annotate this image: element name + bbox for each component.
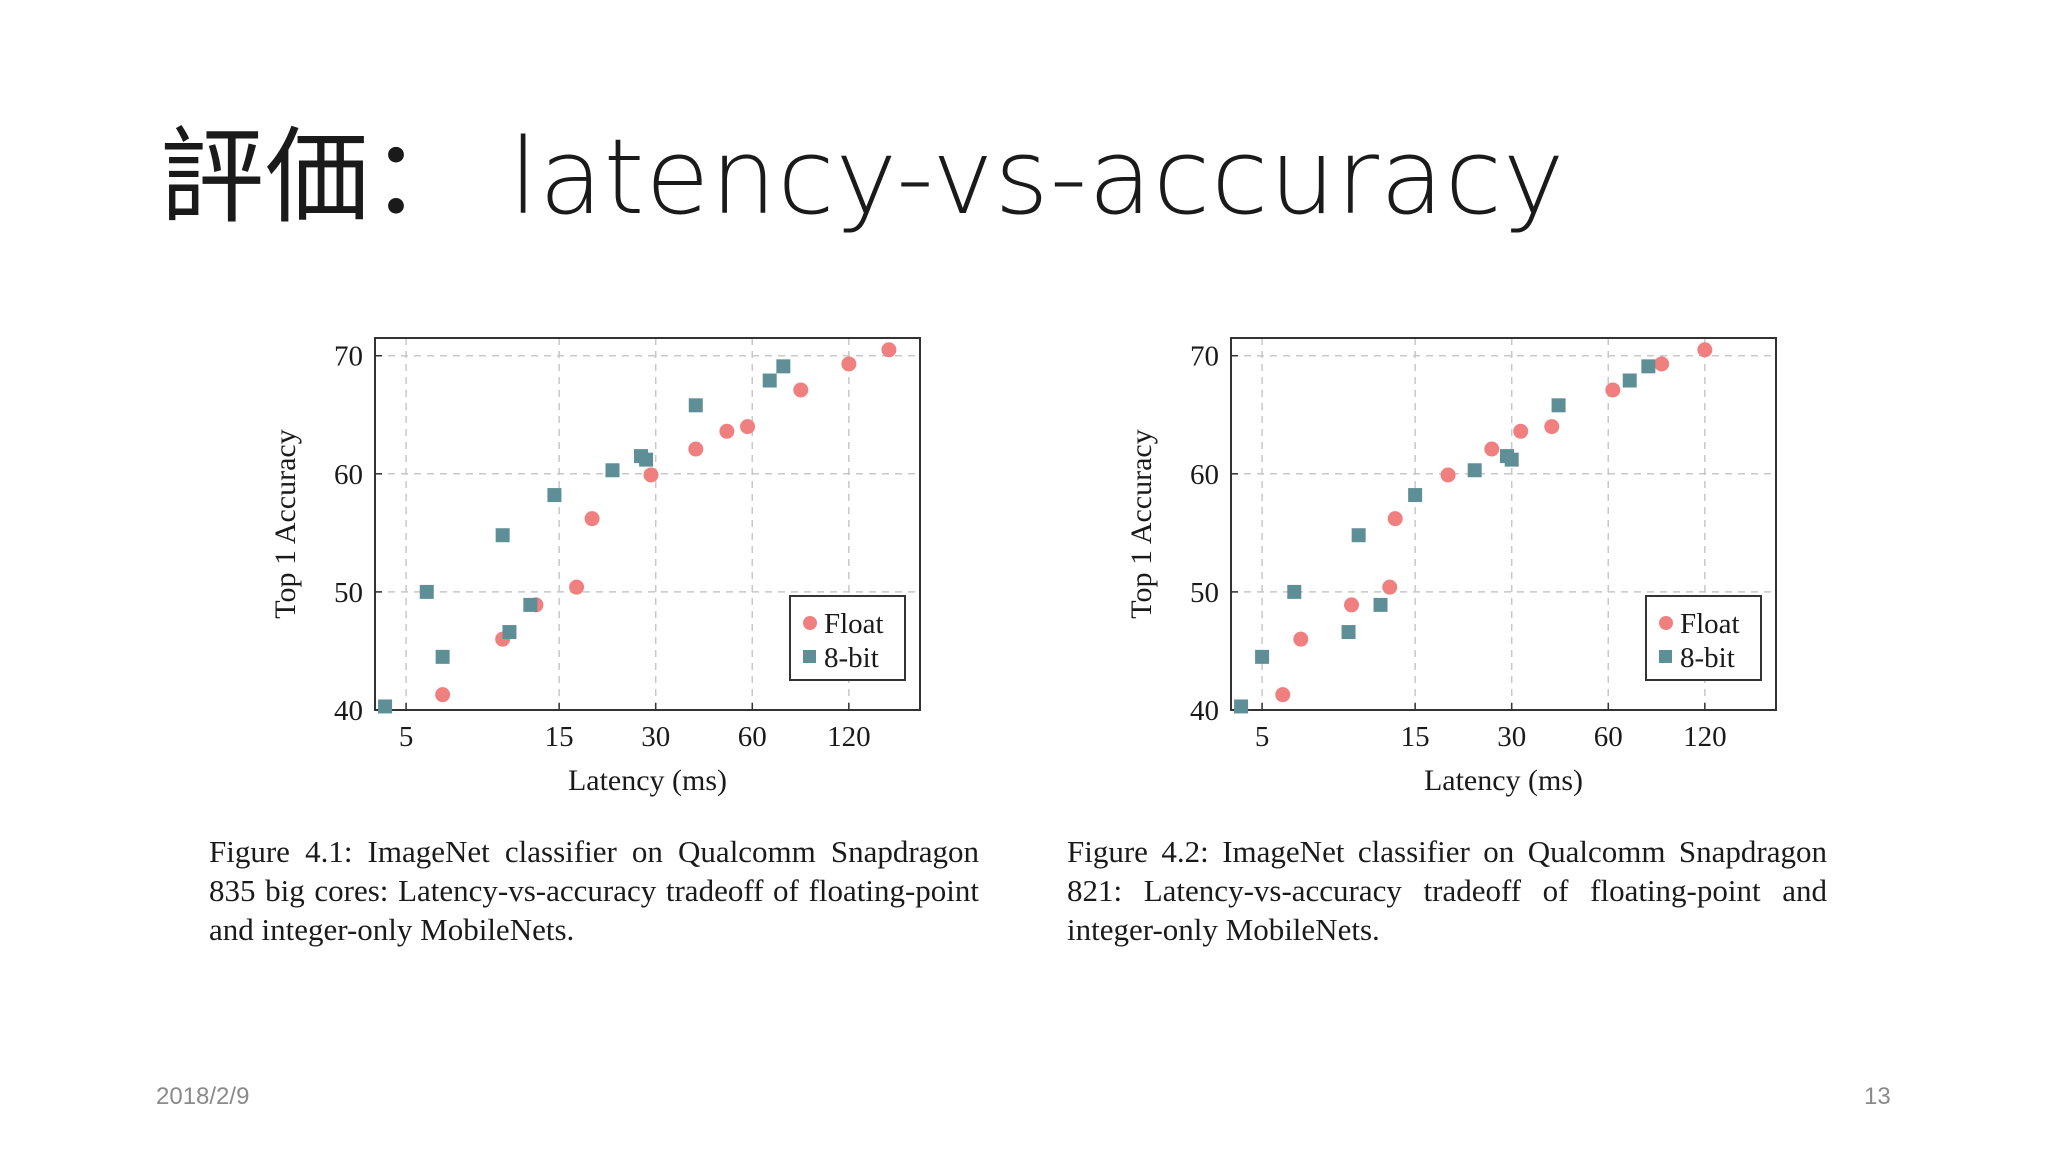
chart2-point-float — [1293, 631, 1309, 647]
chart1-point-float — [740, 419, 756, 435]
chart1-legend-float-marker — [803, 616, 817, 630]
chart1-point-float — [719, 423, 735, 439]
chart2-point-8bit — [1255, 649, 1270, 664]
slide-date: 2018/2/9 — [156, 1083, 250, 1110]
chart1-point-8bit — [688, 398, 703, 413]
chart2-point-float — [1387, 511, 1403, 527]
chart1-point-8bit — [502, 625, 517, 640]
chart1-point-8bit — [639, 452, 654, 467]
chart2-point-8bit — [1373, 597, 1388, 612]
chart2-point-float — [1440, 467, 1456, 483]
chart1-xtick-label: 30 — [641, 721, 670, 753]
chart1-legend-float-label: Float — [824, 608, 884, 640]
chart2-point-8bit — [1504, 452, 1519, 467]
chart2-point-8bit — [1234, 699, 1249, 714]
chart2-point-8bit — [1641, 359, 1656, 374]
chart1-point-8bit — [419, 584, 434, 599]
chart2-legend-float-marker — [1659, 616, 1673, 630]
chart2-point-float — [1697, 342, 1713, 358]
chart1-xtick-label: 120 — [827, 721, 871, 753]
chart2-point-float — [1275, 687, 1291, 703]
chart-figure-4-2: 5 15 30 60 120 40 50 60 70 Latency (ms) Top 1 Accu… — [1125, 337, 1777, 797]
chart2-ytick-label: 70 — [1190, 341, 1219, 373]
chart1-point-float — [793, 382, 809, 398]
chart2-point-float — [1544, 419, 1560, 435]
chart2-ytick-label: 40 — [1190, 695, 1219, 727]
chart1-ytick-label: 40 — [334, 695, 363, 727]
chart1-point-float — [584, 511, 600, 527]
chart2-point-8bit — [1467, 463, 1482, 478]
slide-page-number: 13 — [1864, 1083, 1891, 1110]
chart1-point-8bit — [378, 699, 393, 714]
chart2-xtick-label: 120 — [1683, 721, 1727, 753]
chart2-legend-8bit-label: 8-bit — [1680, 642, 1735, 674]
chart1-ytick-label: 50 — [334, 577, 363, 609]
chart1-plot-frame — [374, 337, 921, 711]
chart1-point-8bit — [547, 488, 562, 503]
chart-figure-4-1: 5 15 30 60 120 40 50 60 70 Latency (ms) Top 1 Accu… — [269, 337, 921, 797]
chart2-x-axis-label: Latency (ms) — [1424, 764, 1583, 797]
chart2-point-8bit — [1341, 625, 1356, 640]
chart2-xtick-label: 30 — [1497, 721, 1526, 753]
chart1-x-axis-label: Latency (ms) — [568, 764, 727, 797]
chart2-legend-float-label: Float — [1680, 608, 1740, 640]
chart2-ytick-label: 50 — [1190, 577, 1219, 609]
chart1-point-float — [841, 356, 857, 372]
chart1-legend-8bit-label: 8-bit — [824, 642, 879, 674]
chart1-point-8bit — [523, 597, 538, 612]
chart1-xtick-label: 15 — [545, 721, 574, 753]
chart2-point-float — [1654, 356, 1670, 372]
chart2-point-float — [1513, 423, 1529, 439]
chart1-point-8bit — [776, 359, 791, 374]
chart2-point-float — [1382, 579, 1398, 595]
chart1-point-float — [881, 342, 897, 358]
chart2-point-8bit — [1287, 584, 1302, 599]
caption-figure-4-1: Figure 4.1: ImageNet classifier on Qualc… — [209, 834, 979, 947]
chart2-point-8bit — [1351, 528, 1366, 543]
caption-figure-4-2: Figure 4.2: ImageNet classifier on Qualc… — [1067, 834, 1827, 947]
chart1-legend — [789, 595, 906, 681]
chart1-ytick-label: 70 — [334, 341, 363, 373]
chart1-legend-8bit-marker — [803, 650, 816, 663]
chart2-point-8bit — [1408, 488, 1423, 503]
chart1-ytick-label: 60 — [334, 459, 363, 491]
chart1-point-float — [643, 467, 659, 483]
chart1-point-float — [688, 441, 704, 457]
chart2-legend — [1645, 595, 1762, 681]
chart2-xtick-label: 15 — [1401, 721, 1430, 753]
chart2-legend-8bit-marker — [1659, 650, 1672, 663]
chart2-point-float — [1605, 382, 1621, 398]
chart1-point-float — [569, 579, 585, 595]
chart2-xtick-label: 60 — [1594, 721, 1623, 753]
chart2-xtick-label: 5 — [1255, 721, 1270, 753]
chart1-y-axis-label: Top 1 Accuracy — [269, 429, 302, 619]
chart2-y-axis-label: Top 1 Accuracy — [1125, 429, 1158, 619]
chart2-plot-frame — [1230, 337, 1777, 711]
chart1-point-float — [435, 687, 451, 703]
chart2-point-8bit — [1551, 398, 1566, 413]
slide-title: 評価： latency-vs-accuracy — [160, 116, 1566, 238]
chart2-point-float — [1344, 597, 1360, 613]
chart1-point-8bit — [762, 373, 777, 388]
chart2-point-float — [1484, 441, 1500, 457]
chart2-point-8bit — [1622, 373, 1637, 388]
chart1-point-8bit — [605, 463, 620, 478]
chart1-xtick-label: 5 — [399, 721, 414, 753]
chart1-point-8bit — [435, 649, 450, 664]
chart1-xtick-label: 60 — [738, 721, 767, 753]
chart1-point-8bit — [495, 528, 510, 543]
chart2-ytick-label: 60 — [1190, 459, 1219, 491]
